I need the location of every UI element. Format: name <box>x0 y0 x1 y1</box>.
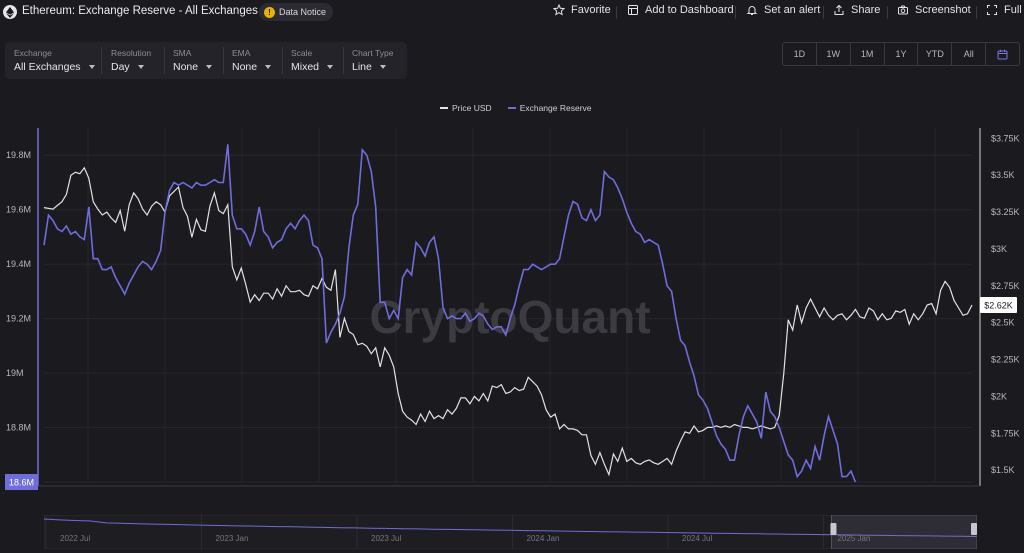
sma-select-value: None <box>173 61 199 73</box>
set-alert-label: Set an alert <box>764 4 821 16</box>
right-axis-tick-label: $2.75K <box>991 281 1020 291</box>
legend-label-price: Price USD <box>452 103 492 113</box>
main-chart[interactable]: CryptoQuant 18.6M18.8M19M19.2M19.4M19.6M… <box>0 118 1024 490</box>
range-ytd-button[interactable]: YTD <box>918 43 953 65</box>
screenshot-button[interactable]: Screenshot <box>897 4 971 16</box>
right-axis-tick-label: $2K <box>991 391 1007 401</box>
calendar-icon <box>997 49 1008 59</box>
share-button[interactable]: Share <box>833 4 880 16</box>
ethereum-logo-icon <box>3 5 17 19</box>
navigator-tick-label: 2023 Jul <box>371 534 401 543</box>
chart-type-select-label: Chart Type <box>352 48 394 58</box>
bell-icon <box>746 6 758 15</box>
page-title: Ethereum: Exchange Reserve - All Exchang… <box>22 5 258 17</box>
range-1w-button[interactable]: 1W <box>817 43 851 65</box>
navigator-series-line <box>44 518 977 537</box>
exchange-select-value: All Exchanges <box>14 61 81 73</box>
data-notice-label: Data Notice <box>279 7 327 17</box>
chart-settings-toolbar: Exchange All Exchanges Resolution Day SM… <box>5 42 407 79</box>
favorite-button[interactable]: Favorite <box>553 4 611 16</box>
dashboard-icon <box>628 5 638 15</box>
date-range-calendar-button[interactable] <box>986 43 1019 65</box>
legend-label-reserve: Exchange Reserve <box>519 103 592 113</box>
chevron-down-icon <box>327 65 334 69</box>
range-navigator[interactable]: 2022 Jul 2023 Jan 2023 Jul 2024 Jan 2024 Jul… <box>44 515 977 549</box>
left-axis-tick-label: 19.8M <box>6 150 31 160</box>
range-all-button[interactable]: All <box>952 43 987 65</box>
chevron-down-icon <box>379 65 386 69</box>
chart-legend: Price USD Exchange Reserve <box>440 103 592 113</box>
scale-select-value: Mixed <box>291 61 320 73</box>
left-axis-tick-label: 19.4M <box>6 259 31 269</box>
range-1d-button[interactable]: 1D <box>783 43 817 65</box>
ema-select-value: None <box>232 61 258 73</box>
chevron-down-icon <box>206 65 213 69</box>
reserve-current-badge <box>5 474 38 490</box>
price-current-value: $2.62K <box>984 301 1013 311</box>
chevron-down-icon <box>88 65 95 69</box>
navigator-left-handle[interactable] <box>830 523 837 535</box>
navigator-tick-label: 2025 Jan <box>838 534 871 543</box>
scale-select-label: Scale <box>291 48 313 58</box>
price-usd-line <box>43 166 973 477</box>
legend-item-reserve[interactable]: Exchange Reserve <box>507 103 592 113</box>
navigator-right-handle[interactable] <box>971 523 977 535</box>
resolution-select-value: Day <box>111 61 130 73</box>
right-axis-tick-label: $3.25K <box>991 207 1020 217</box>
data-notice-button[interactable]: ! Data Notice <box>259 3 334 21</box>
time-range-selector: 1D 1W 1M 1Y YTD All <box>782 42 1020 66</box>
price-current-badge <box>980 297 1017 313</box>
navigator-window <box>830 515 977 549</box>
legend-item-price[interactable]: Price USD <box>440 103 492 113</box>
exchange-select-label: Exchange <box>14 48 52 58</box>
right-axis-tick-label: $1.75K <box>991 428 1020 438</box>
fullscreen-label: Full <box>1004 4 1022 16</box>
left-axis-tick-label: 19.2M <box>6 314 31 324</box>
set-alert-button[interactable]: Set an alert <box>746 4 820 16</box>
screenshot-label: Screenshot <box>915 4 971 16</box>
range-1m-button[interactable]: 1M <box>851 43 885 65</box>
warning-icon: ! <box>264 6 275 18</box>
header-bar: Ethereum: Exchange Reserve - All Exchang… <box>0 0 1024 24</box>
chevron-down-icon <box>137 65 144 69</box>
star-icon <box>553 4 565 16</box>
navigator-tick-label: 2022 Jul <box>60 534 90 543</box>
navigator-background <box>44 515 977 549</box>
right-axis-tick-label: $3.75K <box>991 133 1020 143</box>
resolution-select-label: Resolution <box>111 48 152 58</box>
right-axis-tick-label: $3.5K <box>991 170 1015 180</box>
right-axis-tick-label: $1.5K <box>991 465 1015 475</box>
fullscreen-button[interactable]: Full <box>986 4 1022 16</box>
add-to-dashboard-button[interactable]: Add to Dashboard <box>627 4 734 16</box>
share-label: Share <box>851 4 881 16</box>
left-axis-tick-label: 19.6M <box>6 205 31 215</box>
sma-select-label: SMA <box>173 48 192 58</box>
legend-swatch-reserve <box>507 107 516 109</box>
left-axis-tick-label: 18.8M <box>6 423 31 433</box>
legend-swatch-price <box>440 107 448 109</box>
reserve-current-value: 18.6M <box>9 478 34 488</box>
ema-select-label: EMA <box>232 48 251 58</box>
chevron-down-icon <box>265 65 272 69</box>
navigator-tick-label: 2024 Jan <box>527 534 560 543</box>
right-axis-tick-label: $2.25K <box>991 355 1020 365</box>
left-axis-tick-label: 19M <box>6 368 24 378</box>
fullscreen-icon <box>987 5 997 15</box>
add-to-dashboard-label: Add to Dashboard <box>645 4 734 16</box>
camera-icon <box>898 5 908 15</box>
exchange-reserve-line <box>43 144 857 483</box>
navigator-tick-label: 2024 Jul <box>682 534 712 543</box>
right-axis-tick-label: $3K <box>991 244 1007 254</box>
range-1y-button[interactable]: 1Y <box>885 43 919 65</box>
share-icon <box>834 4 844 15</box>
chart-type-select-value: Line <box>352 61 372 73</box>
navigator-tick-label: 2023 Jan <box>216 534 249 543</box>
header-actions: Favorite Add to Dashboard Set an alert S… <box>0 4 1024 20</box>
right-axis-tick-label: $2.5K <box>991 318 1015 328</box>
favorite-label: Favorite <box>571 4 611 16</box>
